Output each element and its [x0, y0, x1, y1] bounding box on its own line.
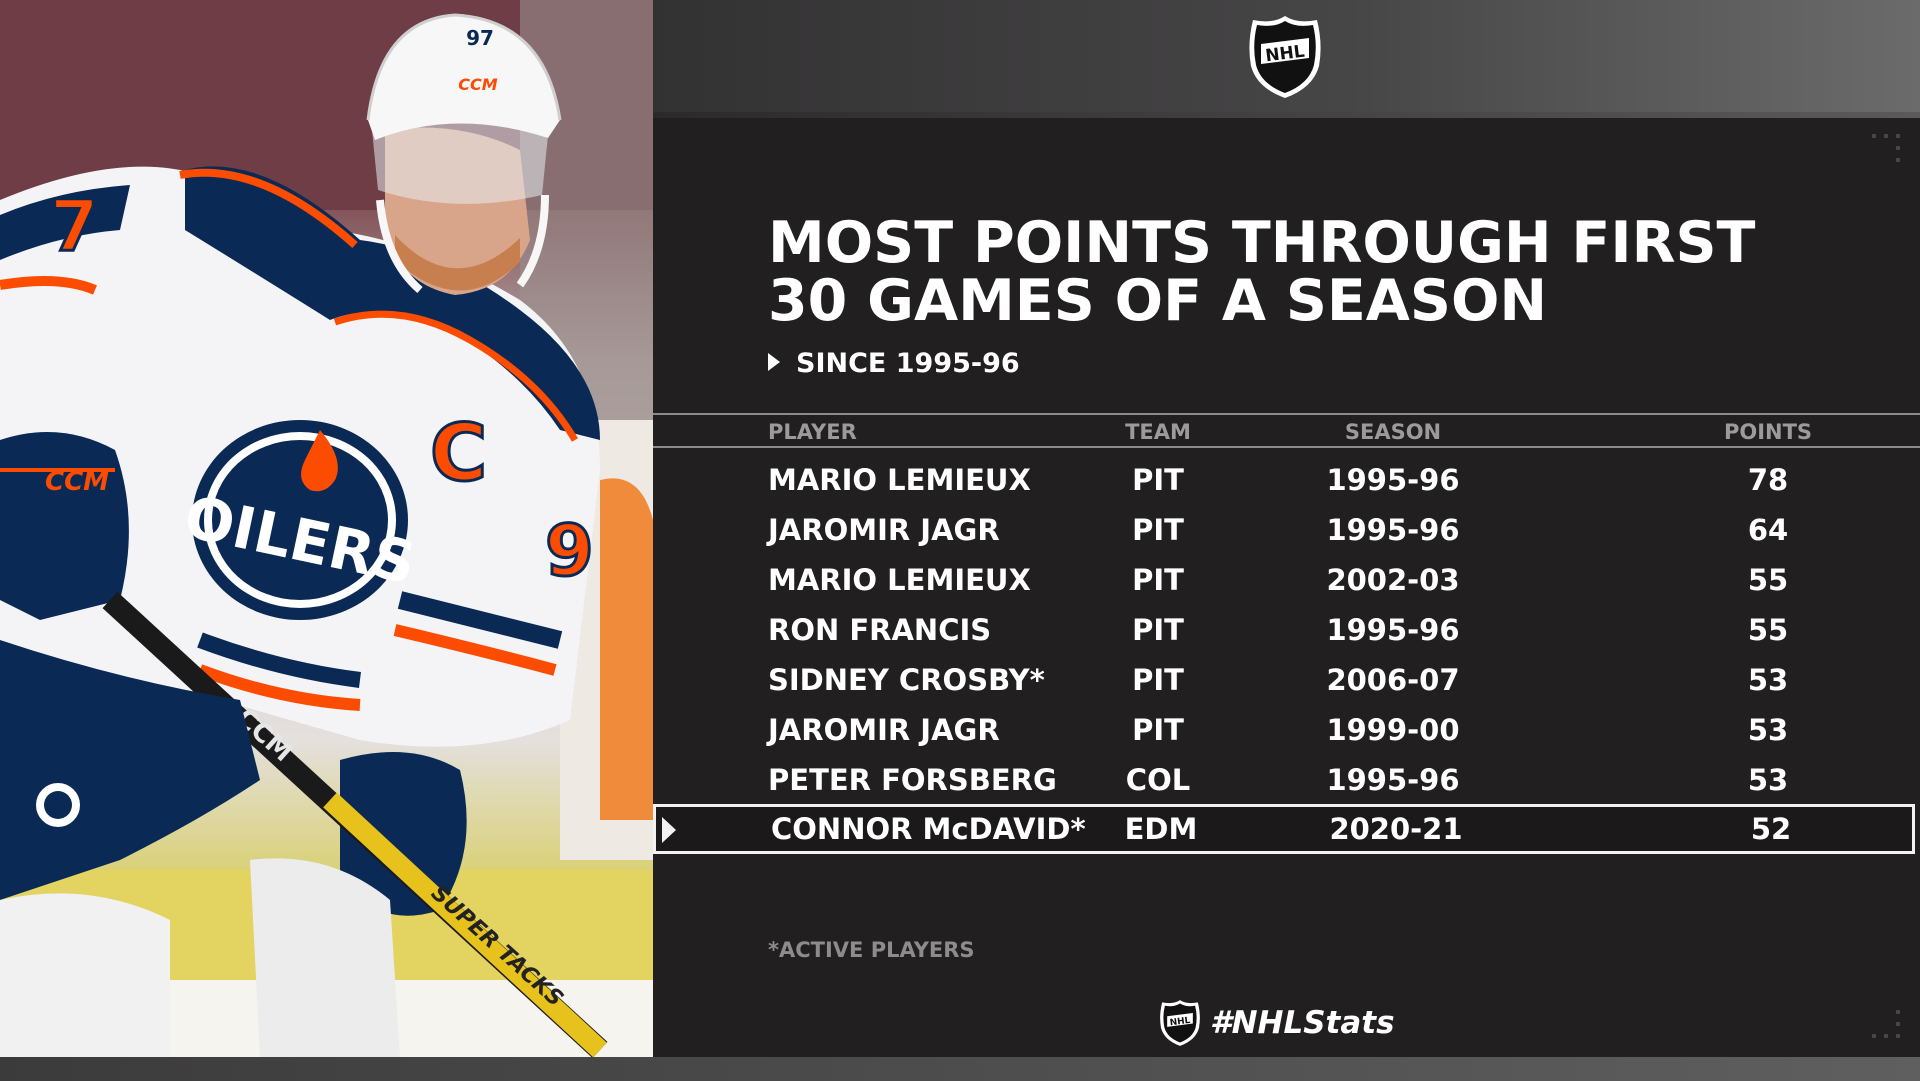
corner-dots-top	[1872, 134, 1902, 162]
svg-text:NHL: NHL	[1169, 1016, 1191, 1028]
team: EDM	[1124, 812, 1198, 846]
title-line-2: 30 GAMES OF A SEASON	[768, 268, 1548, 334]
title-line-1: MOST POINTS THROUGH FIRST	[768, 210, 1756, 276]
table-row: RON FRANCIS PIT 1995-96 55	[653, 605, 1920, 655]
points: 53	[1747, 763, 1789, 797]
player-name: RON FRANCIS	[768, 613, 992, 647]
team: PIT	[1132, 713, 1184, 747]
highlight-arrow-icon	[662, 817, 676, 843]
helmet-number: 97	[466, 26, 494, 50]
season: 2020-21	[1329, 812, 1463, 846]
nhl-shield-small-icon: NHL	[1160, 1000, 1200, 1046]
season: 1995-96	[1326, 513, 1460, 547]
points: 53	[1747, 713, 1789, 747]
subtitle-text: SINCE 1995-96	[796, 348, 1020, 379]
table-row-highlighted: CONNOR McDAVID* EDM 2020-21 52	[653, 804, 1915, 854]
table-row: SIDNEY CROSBY* PIT 2006-07 53	[653, 655, 1920, 705]
player-name: MARIO LEMIEUX	[768, 463, 1031, 497]
stats-panel	[653, 118, 1920, 1057]
nhl-shield-icon: NHL	[1249, 16, 1321, 98]
table-row: MARIO LEMIEUX PIT 2002-03 55	[653, 555, 1920, 605]
header-rule-bottom	[653, 446, 1920, 448]
glove-brand: CCM	[45, 467, 109, 497]
team: PIT	[1132, 463, 1184, 497]
team: PIT	[1132, 613, 1184, 647]
subtitle: SINCE 1995-96	[768, 348, 1020, 380]
corner-dots-bottom	[1872, 1010, 1902, 1038]
table-row: JAROMIR JAGR PIT 1999-00 53	[653, 705, 1920, 755]
col-header-points: POINTS	[1723, 420, 1813, 444]
points: 55	[1747, 613, 1789, 647]
col-header-player: PLAYER	[768, 420, 857, 444]
player-name: SIDNEY CROSBY*	[768, 663, 1045, 697]
table-row: JAROMIR JAGR PIT 1995-96 64	[653, 505, 1920, 555]
season: 2006-07	[1326, 663, 1460, 697]
shoulder-number: 9	[545, 510, 594, 592]
page-title: MOST POINTS THROUGH FIRST 30 GAMES OF A …	[768, 214, 1828, 330]
player-name: CONNOR McDAVID*	[771, 812, 1086, 846]
player-photo: OILERS C 7 9 97 CCM CCM	[0, 0, 653, 1057]
helmet-brand: CCM	[458, 75, 497, 94]
team: PIT	[1132, 663, 1184, 697]
table-row: PETER FORSBERG COL 1995-96 53	[653, 755, 1920, 805]
col-header-season: SEASON	[1344, 420, 1442, 444]
points: 52	[1750, 812, 1792, 846]
player-name: PETER FORSBERG	[768, 763, 1057, 797]
team: COL	[1125, 763, 1191, 797]
sleeve-number: 7	[50, 185, 99, 267]
season: 1995-96	[1326, 763, 1460, 797]
points: 53	[1747, 663, 1789, 697]
play-arrow-icon	[768, 353, 780, 371]
table-row: MARIO LEMIEUX PIT 1995-96 78	[653, 455, 1920, 505]
hashtag: NHL #NHLStats	[1158, 998, 1395, 1048]
season: 1995-96	[1326, 463, 1460, 497]
hashtag-text: #NHLStats	[1210, 1005, 1395, 1041]
player-name: JAROMIR JAGR	[768, 713, 1000, 747]
player-name: JAROMIR JAGR	[768, 513, 1000, 547]
player-name: MARIO LEMIEUX	[768, 563, 1031, 597]
captain-letter: C	[430, 409, 487, 499]
bottom-bar	[0, 1057, 1920, 1081]
svg-text:NHL: NHL	[1264, 42, 1306, 67]
season: 2002-03	[1326, 563, 1460, 597]
team: PIT	[1132, 513, 1184, 547]
footnote: *ACTIVE PLAYERS	[768, 938, 975, 962]
header-rule-top	[653, 413, 1920, 415]
top-bar-edge	[653, 112, 1920, 118]
points: 55	[1747, 563, 1789, 597]
team: PIT	[1132, 563, 1184, 597]
points: 78	[1747, 463, 1789, 497]
season: 1999-00	[1326, 713, 1460, 747]
col-header-team: TEAM	[1125, 420, 1191, 444]
season: 1995-96	[1326, 613, 1460, 647]
points: 64	[1747, 513, 1789, 547]
